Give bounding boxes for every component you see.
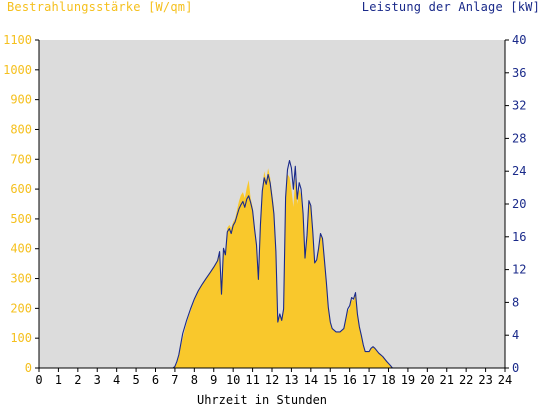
x-axis-title: Uhrzeit in Stunden: [196, 393, 328, 407]
power-line-series: [39, 159, 505, 369]
left-axis-title: Bestrahlungsstärke [W/qm]: [7, 0, 193, 14]
left-tick-label: 1100: [3, 33, 32, 47]
x-tick-label: 13: [284, 373, 298, 387]
x-tick-label: 20: [420, 373, 434, 387]
right-tick-label: 36: [512, 66, 526, 80]
left-tick-label: 600: [10, 182, 32, 196]
right-tick-label: 8: [512, 295, 519, 309]
x-tick-label: 14: [304, 373, 318, 387]
x-tick-label: 15: [323, 373, 337, 387]
irradiance-area-series: [39, 168, 505, 368]
right-tick-label: 24: [512, 164, 526, 178]
x-tick-label: 8: [191, 373, 198, 387]
x-tick-label: 11: [245, 373, 259, 387]
right-axis-title: Leistung der Anlage [kW]: [361, 0, 540, 14]
x-tick-label: 2: [74, 373, 81, 387]
right-tick-label: 32: [512, 99, 526, 113]
left-tick-label: 0: [25, 361, 32, 375]
x-tick-label: 23: [478, 373, 492, 387]
left-tick-label: 900: [10, 93, 32, 107]
right-tick-label: 16: [512, 230, 526, 244]
right-tick-label: 4: [512, 328, 519, 342]
left-tick-label: 1000: [3, 63, 32, 77]
left-tick-label: 300: [10, 272, 32, 286]
x-tick-label: 21: [440, 373, 454, 387]
x-tick-label: 18: [381, 373, 395, 387]
x-tick-label: 9: [210, 373, 217, 387]
x-tick-label: 22: [459, 373, 473, 387]
x-tick-label: 6: [152, 373, 159, 387]
right-tick-label: 20: [512, 197, 526, 211]
right-tick-label: 40: [512, 33, 526, 47]
x-tick-label: 17: [362, 373, 376, 387]
left-tick-label: 200: [10, 301, 32, 315]
x-tick-label: 12: [265, 373, 279, 387]
left-tick-label: 500: [10, 212, 32, 226]
x-tick-label: 1: [55, 373, 62, 387]
x-tick-label: 5: [132, 373, 139, 387]
x-tick-label: 0: [35, 373, 42, 387]
left-tick-label: 100: [10, 331, 32, 345]
left-tick-label: 700: [10, 152, 32, 166]
x-tick-label: 16: [342, 373, 356, 387]
left-tick-label: 400: [10, 242, 32, 256]
x-tick-label: 3: [94, 373, 101, 387]
x-tick-label: 24: [498, 373, 512, 387]
x-tick-label: 10: [226, 373, 240, 387]
x-tick-label: 7: [171, 373, 178, 387]
right-tick-label: 0: [512, 361, 519, 375]
x-tick-label: 19: [401, 373, 415, 387]
right-tick-label: 12: [512, 263, 526, 277]
left-tick-label: 800: [10, 122, 32, 136]
right-tick-label: 28: [512, 131, 526, 145]
x-tick-label: 4: [113, 373, 120, 387]
